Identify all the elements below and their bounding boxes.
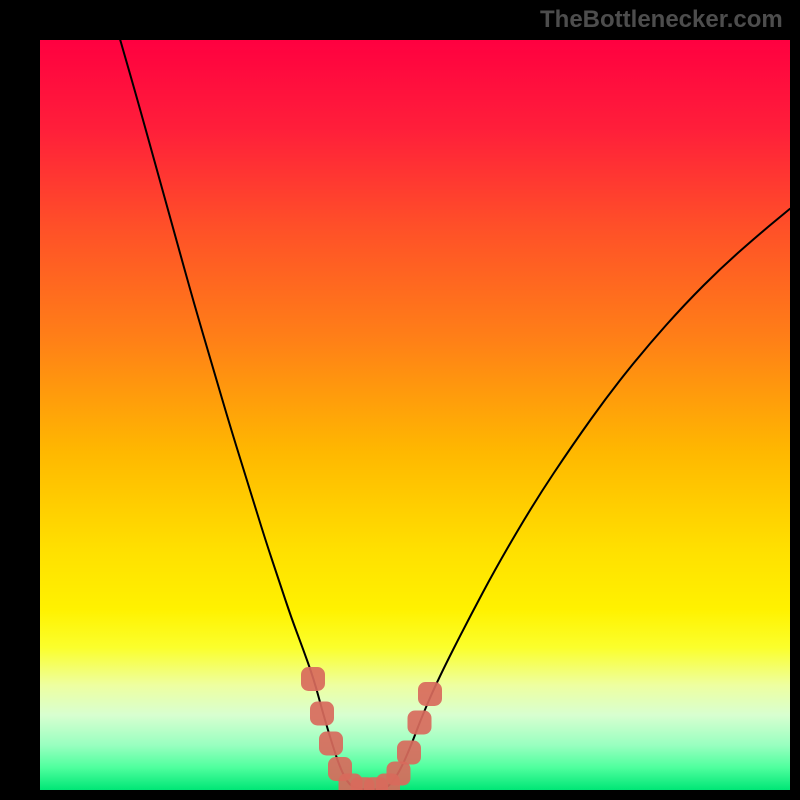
curve-marker <box>397 741 421 765</box>
chart-container: TheBottlenecker.com <box>0 0 800 800</box>
curve-marker <box>418 682 442 706</box>
curve-marker <box>319 732 343 756</box>
plot-svg <box>40 40 790 790</box>
curve-marker <box>310 702 334 726</box>
curve-marker <box>387 762 411 786</box>
watermark-text: TheBottlenecker.com <box>540 6 783 34</box>
curve-marker <box>301 667 325 691</box>
curve-marker <box>408 711 432 735</box>
plot-area <box>40 40 790 790</box>
